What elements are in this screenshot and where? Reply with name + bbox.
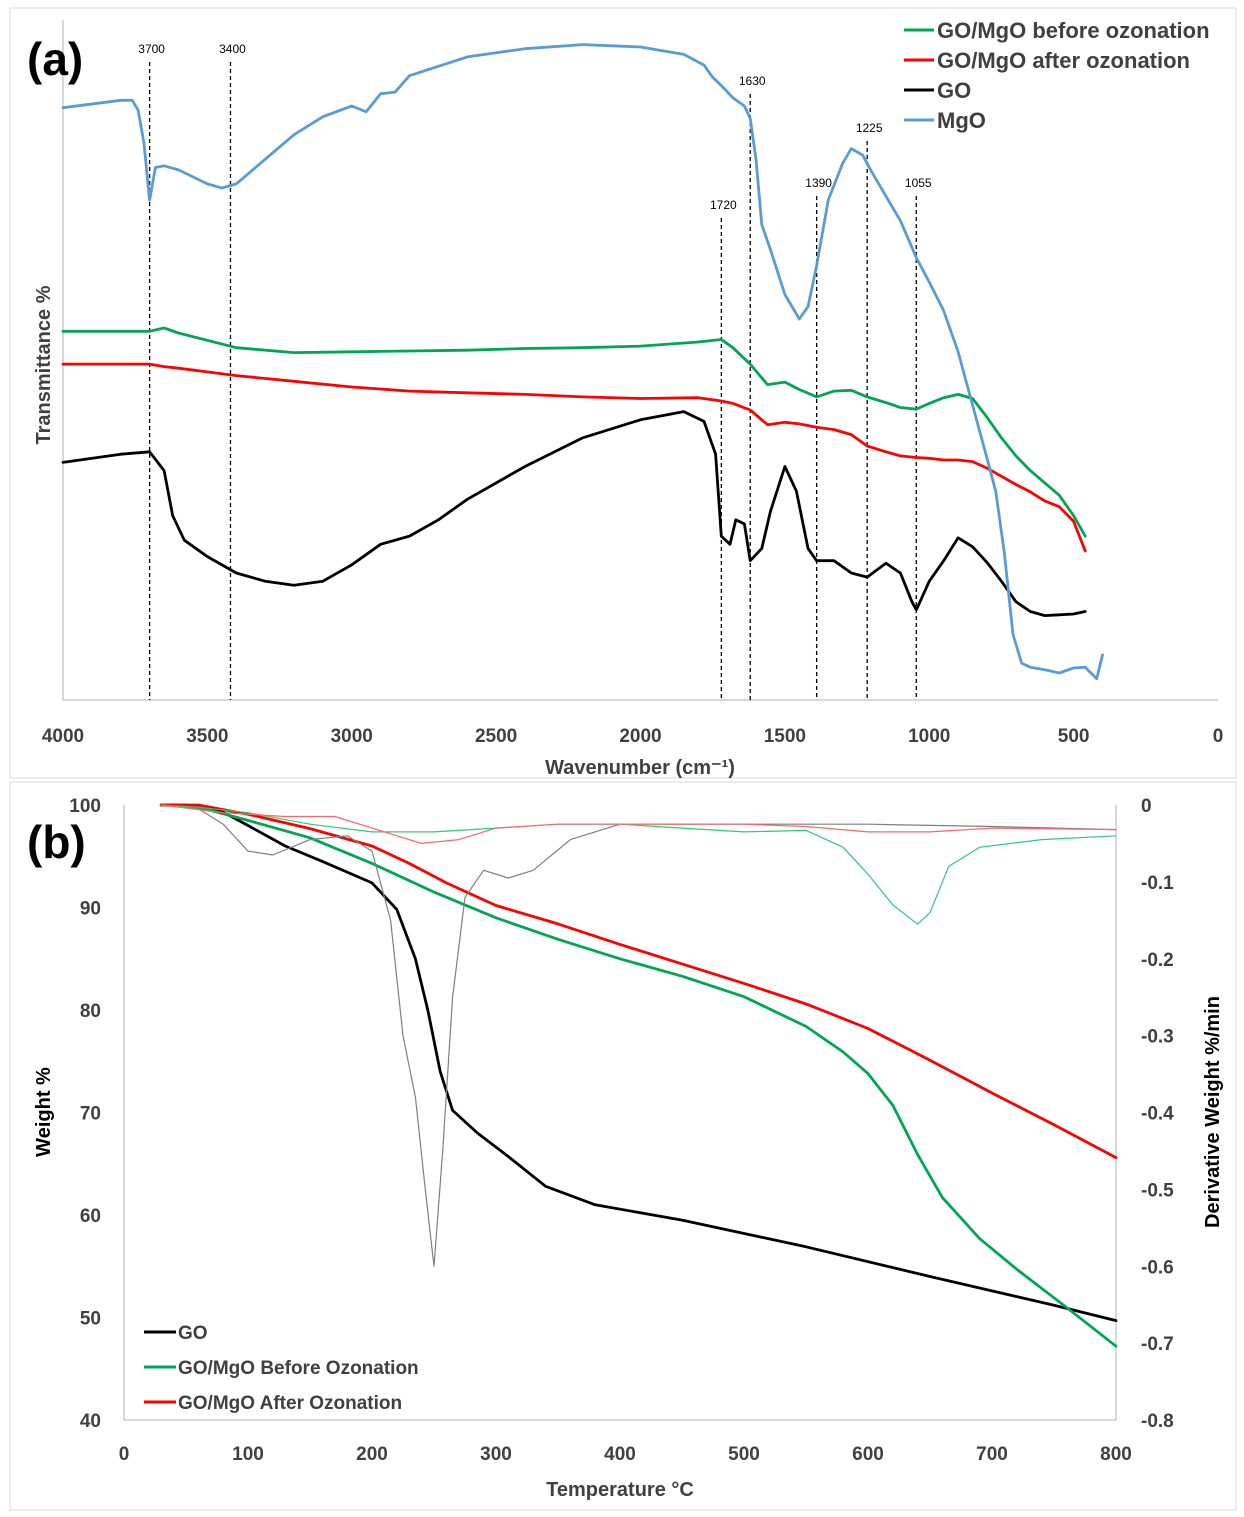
series-a-go-mgo-before-ozonation: [61, 326, 1087, 538]
panel-b-x-tick-label: 800: [1100, 1444, 1132, 1465]
marker-label-1390: 1390: [805, 176, 832, 190]
panel-b-frame: [9, 781, 1237, 1511]
legend-a-label-mgo: MgO: [937, 108, 986, 133]
panel-b-y-tick-label: 100: [69, 796, 101, 817]
panel-b-x-tick-label: 600: [852, 1444, 884, 1465]
panel-b-x-tick-label: 700: [976, 1444, 1008, 1465]
panel-a-x-tick-label: 2000: [619, 726, 661, 747]
legend-b-label-go: GO: [178, 1323, 208, 1344]
panel-a-x-tick-label: 1000: [908, 726, 950, 747]
series-b-go: [159, 803, 1118, 1322]
panel-b-y2-tick-label: 0: [1141, 796, 1152, 817]
series-b-derivative-3: [160, 804, 1117, 1267]
panel-a-y-axis-title: Transmittance %: [33, 285, 55, 444]
panel-b-y2-tick-label: -0.1: [1141, 873, 1174, 894]
panel-a-x-tick-label: 500: [1058, 726, 1090, 747]
panel-a-chart: 4000 3500 3000 2500 2000 1500 1000 500 0 3700 3400…: [27, 18, 1223, 779]
panel-b-y2-axis-title: Derivative Weight %/min: [1202, 996, 1224, 1228]
series-a-go: [61, 410, 1087, 617]
series-b-derivative-5: [160, 804, 1117, 844]
legend-b-label-go-mgo-before-ozonation: GO/MgO Before Ozonation: [178, 1358, 419, 1379]
panel-a-x-tick-label: 2500: [475, 726, 517, 747]
panel-b-y-tick-label: 60: [80, 1206, 101, 1227]
panel-a-frame: [9, 7, 1237, 779]
marker-label-1720: 1720: [710, 198, 737, 212]
legend-a-label-go-mgo-before-ozonation: GO/MgO before ozonation: [937, 18, 1210, 43]
panel-b-chart: 0 100 200 300 400 500 600 700 800100908070605040…: [27, 796, 1224, 1501]
panel-b-y2-tick-label: -0.6: [1141, 1257, 1174, 1278]
series-b-go-mgo-after-ozonation: [159, 803, 1118, 1159]
panel-b-y2-tick-label: -0.5: [1141, 1180, 1174, 1201]
panel-a-x-tick-label: 0: [1213, 726, 1224, 747]
panel-b-y-tick-label: 70: [80, 1104, 101, 1125]
marker-label-1055: 1055: [905, 176, 932, 190]
panel-a-x-tick-label: 3500: [186, 726, 228, 747]
panel-b-y-tick-label: 80: [80, 1001, 101, 1022]
panel-a-x-tick-label: 1500: [764, 726, 806, 747]
panel-b-y-tick-label: 90: [80, 899, 101, 920]
panel-b-y2-tick-label: -0.3: [1141, 1027, 1174, 1048]
marker-label-1225: 1225: [856, 121, 883, 135]
panel-b-y2-tick-label: -0.8: [1141, 1411, 1174, 1432]
marker-label-3700: 3700: [138, 42, 165, 56]
panel-b-y2-tick-label: -0.4: [1141, 1104, 1174, 1125]
panel-b-y2-tick-label: -0.7: [1141, 1334, 1174, 1355]
series-b-derivative-4: [160, 804, 1117, 925]
panel-b-y-tick-label: 50: [80, 1309, 101, 1330]
legend-a-label-go: GO: [937, 78, 971, 103]
series-a-go-mgo-after-ozonation: [61, 362, 1087, 553]
panel-b-x-tick-label: 200: [356, 1444, 388, 1465]
series-b-go-mgo-before-ozonation: [159, 803, 1118, 1348]
series-a-mgo: [61, 43, 1104, 681]
panel-b-y2-tick-label: -0.2: [1141, 950, 1174, 971]
legend-a-label-go-mgo-after-ozonation: GO/MgO after ozonation: [937, 48, 1190, 73]
panel-a-label: (a): [27, 33, 83, 85]
panel-b-x-tick-label: 300: [480, 1444, 512, 1465]
panel-b-y-axis-title: Weight %: [33, 1067, 55, 1157]
panel-b-x-tick-label: 400: [604, 1444, 636, 1465]
panel-b-x-tick-label: 100: [232, 1444, 264, 1465]
panel-b-x-tick-label: 0: [119, 1444, 130, 1465]
panel-a-x-tick-label: 3000: [331, 726, 373, 747]
panel-b-x-axis-title: Temperature °C: [546, 1479, 694, 1501]
panel-b-x-tick-label: 500: [728, 1444, 760, 1465]
marker-label-1630: 1630: [739, 74, 766, 88]
panel-a-x-axis-title: Wavenumber (cm⁻¹): [545, 757, 735, 779]
panel-a-x-tick-label: 4000: [42, 726, 84, 747]
panel-b-y-tick-label: 40: [80, 1411, 101, 1432]
marker-label-3400: 3400: [219, 42, 246, 56]
legend-b-label-go-mgo-after-ozonation: GO/MgO After Ozonation: [178, 1393, 402, 1414]
panel-b-label: (b): [27, 816, 86, 868]
